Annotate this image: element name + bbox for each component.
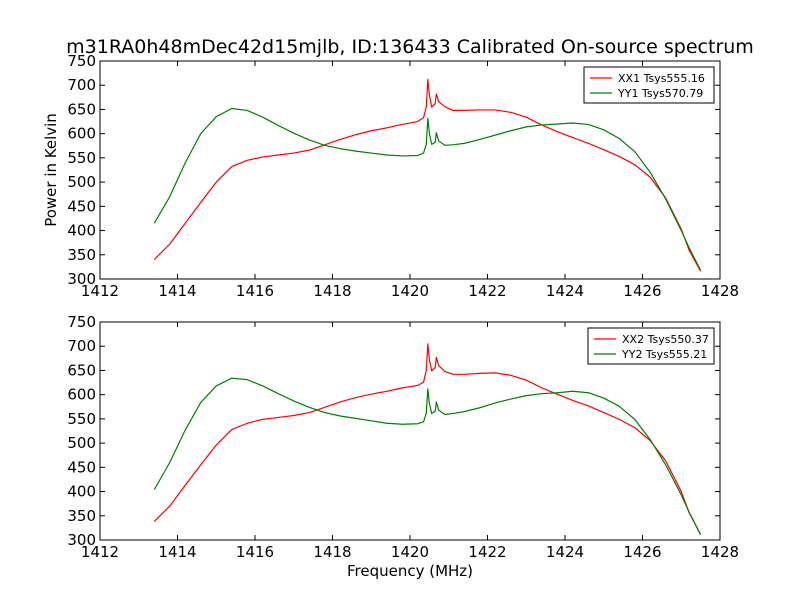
x-tick-label: 1422	[468, 543, 506, 561]
legend: XX1 Tsys555.16 YY1 Tsys570.79	[583, 66, 715, 104]
x-tick-label: 1424	[546, 543, 584, 561]
legend-entry: YY2 Tsys555.21	[621, 348, 707, 361]
y-tick-label: 700	[67, 337, 96, 355]
x-axis-label: Frequency (MHz)	[347, 562, 473, 580]
top-panel: 1412 1414 1416 1418 1420 1422 1424 1426 1428 300 3…	[42, 52, 739, 300]
y-tick-label: 500	[67, 434, 96, 452]
legend-entry: XX2 Tsys550.37	[622, 333, 709, 346]
y-axis-label: Power in Kelvin	[42, 113, 60, 227]
series-line-xx	[153, 78, 702, 272]
x-tick-label: 1416	[236, 282, 274, 300]
x-tick-label: 1418	[313, 543, 351, 561]
series-line-xx	[153, 343, 702, 535]
y-tick-label: 750	[67, 313, 96, 331]
x-tick-label: 1420	[391, 282, 429, 300]
x-tick-label: 1428	[701, 543, 739, 561]
y-tick-label: 750	[67, 52, 96, 70]
bottom-panel: 1412 1414 1416 1418 1420 1422 1424 1426 1428 300 3…	[67, 313, 739, 580]
x-tick-label: 1412	[81, 282, 119, 300]
figure-title: m31RA0h48mDec42d15mjlb, ID:136433 Calibr…	[66, 36, 754, 58]
y-tick-label: 300	[67, 270, 96, 288]
x-tick-label: 1412	[81, 543, 119, 561]
x-tick-label: 1422	[468, 282, 506, 300]
y-tick-label: 400	[67, 222, 96, 240]
y-tick-label: 600	[67, 386, 96, 404]
x-tick-label: 1418	[313, 282, 351, 300]
y-tick-label: 600	[67, 125, 96, 143]
y-tick-label: 550	[67, 410, 96, 428]
y-tick-label: 350	[67, 246, 96, 264]
y-tick-label: 700	[67, 76, 96, 94]
x-tick-label: 1416	[236, 543, 274, 561]
x-tick-label: 1428	[701, 282, 739, 300]
x-tick-label: 1420	[391, 543, 429, 561]
y-tick-label: 300	[67, 531, 96, 549]
legend-entry: XX1 Tsys555.16	[618, 72, 705, 85]
y-tick-label: 550	[67, 149, 96, 167]
y-tick-label: 350	[67, 507, 96, 525]
y-tick-label: 450	[67, 458, 96, 476]
x-tick-label: 1414	[158, 543, 196, 561]
x-tick-label: 1424	[546, 282, 584, 300]
legend-box	[587, 327, 715, 365]
x-tick-label: 1426	[623, 543, 661, 561]
y-tick-label: 650	[67, 100, 96, 118]
legend-entry: YY1 Tsys570.79	[617, 87, 703, 100]
legend: XX2 Tsys550.37 YY2 Tsys555.21	[587, 327, 715, 365]
legend-box	[583, 66, 715, 104]
x-tick-label: 1414	[158, 282, 196, 300]
x-tick-label: 1426	[623, 282, 661, 300]
series-line-yy	[153, 377, 702, 535]
y-tick-label: 650	[67, 361, 96, 379]
y-tick-label: 400	[67, 483, 96, 501]
series-line-yy	[153, 107, 702, 271]
y-tick-label: 500	[67, 173, 96, 191]
y-tick-label: 450	[67, 197, 96, 215]
